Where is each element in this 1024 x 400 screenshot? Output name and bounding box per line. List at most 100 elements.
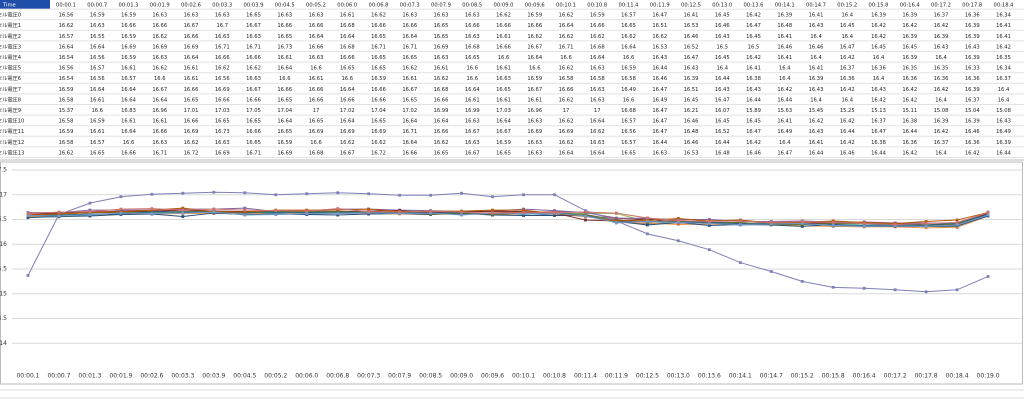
chart-frame [0, 161, 1023, 385]
cell-value: 15.04 [965, 108, 981, 114]
cell-value: 16.42 [934, 23, 949, 29]
cell-value: 16.64 [152, 97, 168, 103]
cell-value: 16.45 [715, 119, 730, 125]
point-marker [955, 221, 959, 224]
cell-value: 16.61 [121, 119, 136, 125]
cell-value: 16.64 [277, 119, 293, 125]
point-marker [150, 210, 154, 213]
cell-value: 16.39 [965, 34, 980, 40]
cell-value: 16.42 [902, 23, 917, 29]
point-marker [429, 211, 433, 215]
point-marker [26, 274, 30, 277]
cell-value: 16.62 [559, 140, 574, 146]
cell-value: 16.47 [652, 119, 667, 125]
point-marker [955, 223, 959, 227]
point-marker [986, 213, 990, 217]
cell-value: 16.59 [621, 66, 636, 72]
cell-value: 15.11 [902, 108, 917, 114]
cell-value: 16.65 [90, 150, 105, 156]
cell-value: 16.39 [965, 87, 980, 93]
cell-value: 16.62 [371, 13, 386, 19]
cell-value: 16.49 [652, 97, 667, 103]
cell-value: 16.65 [340, 66, 355, 72]
cell-value: 16.55 [90, 34, 105, 40]
cell-value: 16.64 [402, 140, 418, 146]
cell-value: 16.4 [779, 140, 791, 146]
cell-value: 16.62 [152, 66, 167, 72]
point-marker [707, 220, 711, 223]
column-header: 00:13.0 [712, 2, 732, 8]
cell-value: 16.63 [465, 13, 480, 19]
column-header: 00:09.0 [494, 2, 514, 8]
cell-value: 16.64 [590, 150, 606, 156]
point-marker [584, 218, 587, 222]
cell-value: 16.61 [90, 97, 105, 103]
cell-value: 16.43 [934, 44, 949, 50]
cell-value: 16.63 [652, 150, 667, 156]
x-tick-label: 00:07.3 [357, 373, 380, 380]
cell-value: 16.62 [652, 34, 667, 40]
cell-value: 16.61 [184, 66, 199, 72]
cell-value: 16.57 [621, 140, 636, 146]
cell-value: 16.42 [809, 119, 824, 125]
cell-value: 16.65 [465, 55, 480, 61]
cell-value: 16.42 [746, 55, 761, 61]
point-marker [305, 212, 309, 215]
cell-value: 16.63 [590, 66, 605, 72]
cell-value: 16.66 [309, 97, 324, 103]
point-marker [646, 220, 649, 223]
point-marker [398, 210, 402, 214]
cell-value: 16.37 [965, 97, 980, 103]
cell-value: 16.68 [434, 87, 449, 93]
cell-value: 16.65 [434, 23, 449, 29]
cell-value: 16.53 [684, 150, 699, 156]
cell-value: 16.64 [496, 119, 512, 125]
cell-value: 16.61 [402, 76, 417, 82]
point-marker [367, 207, 371, 211]
cell-value: 16.46 [809, 44, 824, 50]
column-header: 00:15.2 [837, 2, 857, 8]
cell-value: 17 [594, 108, 601, 114]
point-marker [119, 211, 123, 215]
y-tick-label: 16.5 [0, 216, 7, 223]
cell-value: 16.68 [621, 108, 636, 114]
cell-value: 16.62 [371, 140, 386, 146]
cell-value: 16.67 [246, 23, 261, 29]
x-tick-label: 00:11.4 [574, 373, 597, 380]
point-marker [243, 210, 247, 214]
cell-value: 16.63 [465, 34, 480, 40]
cell-value: 16.34 [996, 66, 1012, 72]
cell-value: 16.54 [59, 55, 75, 61]
cell-value: 16.62 [184, 140, 199, 146]
cell-value: 16.64 [340, 34, 356, 40]
row-label: セル電圧13 [0, 149, 24, 156]
cell-value: 16.62 [559, 66, 574, 72]
column-header: 00:05.2 [306, 2, 326, 8]
x-tick-label: 00:13.0 [667, 373, 690, 380]
cell-value: 16.66 [340, 55, 355, 61]
x-tick-label: 00:19.0 [977, 373, 1000, 380]
cell-value: 16.61 [465, 97, 480, 103]
cell-value: 16.66 [152, 129, 167, 135]
cell-value: 16.69 [184, 129, 199, 135]
column-header: 00:13.6 [744, 2, 764, 8]
cell-value: 16.35 [902, 66, 917, 72]
cell-value: 16.65 [246, 140, 261, 146]
cell-value: 16.38 [746, 76, 761, 82]
x-tick-label: 00:02.6 [140, 373, 163, 380]
cell-value: 16.6 [341, 76, 353, 82]
cell-value: 16.71 [559, 44, 574, 50]
cell-value: 16.71 [246, 44, 261, 50]
cell-value: 16.65 [496, 87, 511, 93]
cell-value: 16.6 [154, 76, 166, 82]
cell-value: 16.69 [215, 150, 230, 156]
cell-value: 16.34 [996, 13, 1012, 19]
cell-value: 16.45 [715, 55, 730, 61]
point-marker [150, 207, 154, 211]
cell-value: 16.73 [277, 44, 292, 50]
x-tick-label: 00:03.9 [202, 373, 225, 380]
cell-value: 16.69 [559, 129, 574, 135]
cell-value: 16.36 [965, 140, 980, 146]
cell-value: 16.47 [652, 87, 667, 93]
cell-value: 16.39 [965, 55, 980, 61]
